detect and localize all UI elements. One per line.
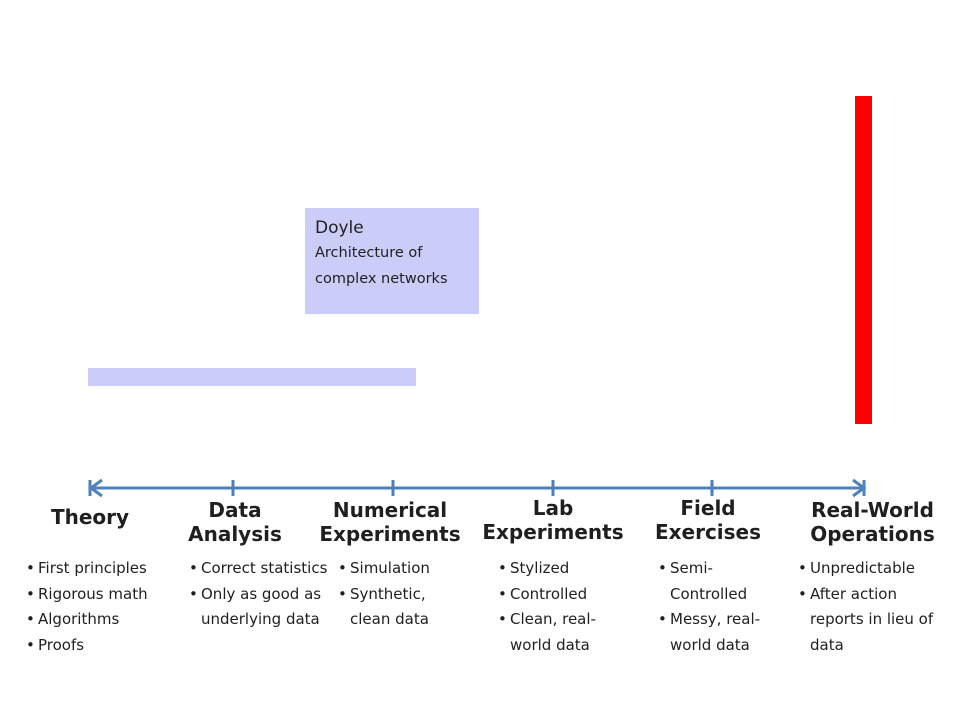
stage-title-line: Experiments <box>482 520 624 544</box>
doyle-name: Doyle <box>315 218 364 238</box>
doyle-range-bar <box>88 368 416 386</box>
bullet-item: Synthetic, clean data <box>338 582 470 633</box>
stage-bullets-numerical-experiments: Simulation Synthetic, clean data <box>338 556 470 633</box>
bullet-item: After action reports in lieu of data <box>798 582 950 659</box>
stage-title-numerical-experiments: Numerical Experiments <box>310 498 470 546</box>
stage-title-line: Theory <box>50 505 130 529</box>
stage-title-line: Analysis <box>188 522 282 546</box>
stage-title-line: Numerical <box>332 498 448 522</box>
bullet-item: Algorithms <box>26 607 188 633</box>
stage-title-line: Exercises <box>654 520 762 544</box>
bullet-item: First principles <box>26 556 188 582</box>
stage-title-line: Real-World <box>811 498 934 522</box>
bullet-item: Only as good as underlying data <box>189 582 331 633</box>
doyle-box: Doyle Architecture of complex networks <box>305 208 479 314</box>
bullet-item: Stylized <box>498 556 620 582</box>
stage-bullets-real-world-operations: Unpredictable After action reports in li… <box>798 556 950 658</box>
stage-bullets-theory: First principles Rigorous math Algorithm… <box>26 556 188 658</box>
stage-title-line: Field <box>680 496 736 520</box>
bullet-item: Controlled <box>498 582 620 608</box>
stage-title-real-world-operations: Real-World Operations <box>800 498 945 546</box>
stage-title-line: Experiments <box>319 522 461 546</box>
bullet-item: Unpredictable <box>798 556 950 582</box>
bullet-item: Messy, real-world data <box>658 607 775 658</box>
stage-title-data-analysis: Data Analysis <box>170 498 300 546</box>
stage-title-line: Lab <box>532 496 574 520</box>
bullet-item: Proofs <box>26 633 188 659</box>
bullet-item: Simulation <box>338 556 470 582</box>
real-world-marker-bar <box>855 96 872 424</box>
bullet-item: Rigorous math <box>26 582 188 608</box>
stage-title-line: Data <box>208 498 262 522</box>
stage-bullets-field-exercises: Semi-Controlled Messy, real-world data <box>658 556 775 658</box>
stage-title-theory: Theory <box>40 505 140 529</box>
stage-title-line: Operations <box>810 522 935 546</box>
bullet-item: Correct statistics <box>189 556 331 582</box>
stage-title-lab-experiments: Lab Experiments <box>473 496 633 544</box>
stage-bullets-data-analysis: Correct statistics Only as good as under… <box>189 556 331 633</box>
doyle-description: Architecture of complex networks <box>315 245 448 287</box>
bullet-item: Semi-Controlled <box>658 556 775 607</box>
bullet-item: Clean, real-world data <box>498 607 620 658</box>
stage-bullets-lab-experiments: Stylized Controlled Clean, real-world da… <box>498 556 620 658</box>
stage-title-field-exercises: Field Exercises <box>638 496 778 544</box>
